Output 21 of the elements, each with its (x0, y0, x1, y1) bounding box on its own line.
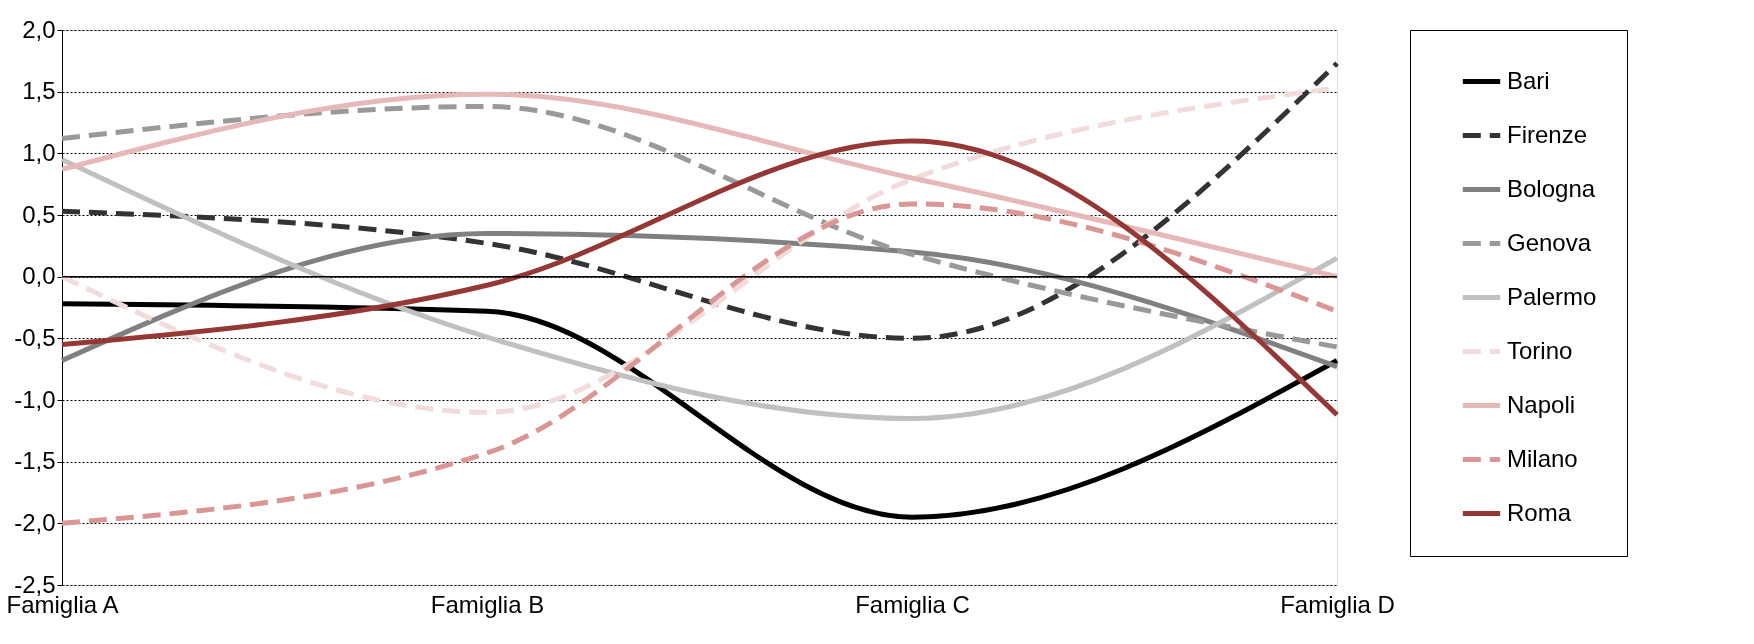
x-tick-label: Famiglia B (430, 590, 545, 618)
legend-label: Milano (1507, 444, 1578, 472)
y-tick-label: -1,0 (14, 385, 56, 413)
y-tick-label: 1,0 (22, 138, 56, 166)
y-tick-label: 1,5 (22, 77, 56, 105)
legend-label: Torino (1507, 336, 1573, 364)
legend-label: Napoli (1507, 390, 1576, 418)
y-tick-label: 0,0 (22, 262, 56, 290)
legend-label: Firenze (1507, 120, 1588, 148)
legend-label: Roma (1507, 498, 1572, 526)
y-tick-label: -0,5 (14, 323, 56, 351)
legend-label: Bari (1507, 66, 1550, 94)
x-tick-label: Famiglia D (1280, 590, 1395, 618)
y-tick-label: -1,5 (14, 447, 56, 475)
legend-label: Palermo (1507, 282, 1597, 310)
legend-label: Genova (1507, 228, 1592, 256)
legend-label: Bologna (1507, 174, 1596, 202)
y-tick-label: 0,5 (22, 200, 56, 228)
y-tick-label: -2,0 (14, 508, 56, 536)
x-tick-label: Famiglia C (855, 590, 970, 618)
y-tick-label: 2,0 (22, 15, 56, 43)
